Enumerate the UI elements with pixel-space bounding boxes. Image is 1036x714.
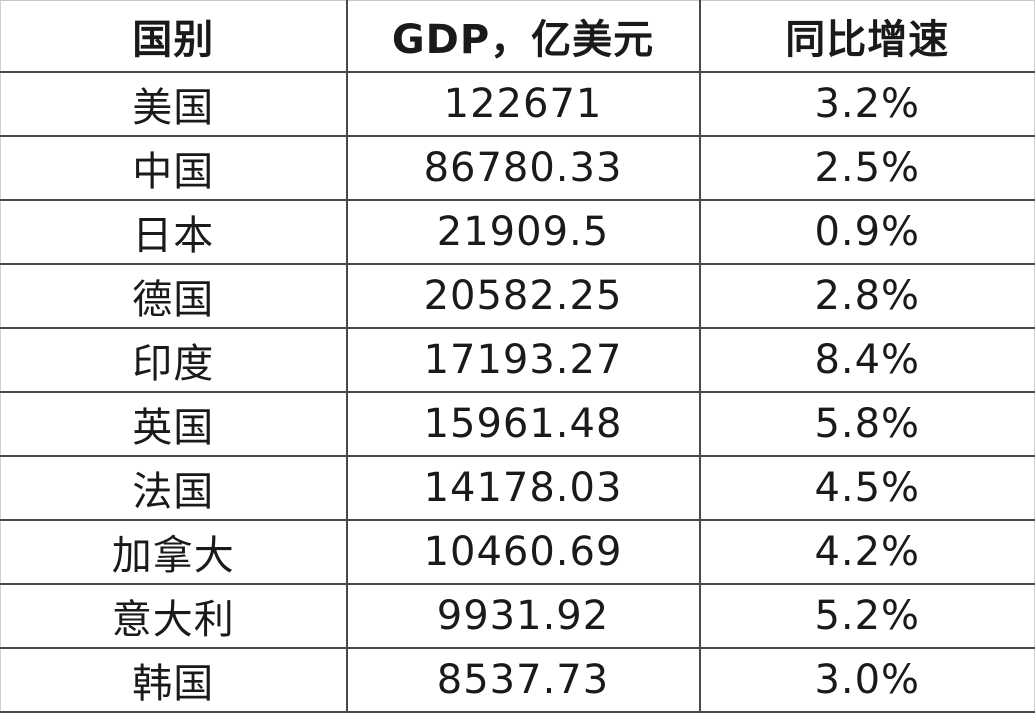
cell-growth: 4.5% [698,455,1035,521]
cell-gdp: 14178.03 [345,455,701,521]
cell-country: 法国 [0,455,348,521]
table-row: 中国 86780.33 2.5% [0,135,1035,201]
cell-gdp: 17193.27 [345,327,701,393]
cell-growth: 3.0% [698,647,1035,713]
header-row: 国别 GDP，亿美元 同比增速 [0,0,1035,73]
cell-gdp: 86780.33 [345,135,701,201]
header-growth: 同比增速 [698,0,1035,73]
cell-gdp: 8537.73 [345,647,701,713]
cell-country: 中国 [0,135,348,201]
table-row: 意大利 9931.92 5.2% [0,583,1035,649]
table-row: 德国 20582.25 2.8% [0,263,1035,329]
cell-country: 韩国 [0,647,348,713]
cell-country: 美国 [0,71,348,137]
table-row: 韩国 8537.73 3.0% [0,647,1035,713]
table-row: 法国 14178.03 4.5% [0,455,1035,521]
cell-gdp: 15961.48 [345,391,701,457]
header-gdp: GDP，亿美元 [345,0,701,73]
table-row: 美国 122671 3.2% [0,71,1035,137]
table-header: 国别 GDP，亿美元 同比增速 [0,0,1035,73]
cell-gdp: 122671 [345,71,701,137]
table-body: 美国 122671 3.2% 中国 86780.33 2.5% 日本 21909… [0,71,1035,713]
table-row: 英国 15961.48 5.8% [0,391,1035,457]
cell-growth: 8.4% [698,327,1035,393]
cell-growth: 4.2% [698,519,1035,585]
cell-growth: 3.2% [698,71,1035,137]
cell-gdp: 21909.5 [345,199,701,265]
table-row: 日本 21909.5 0.9% [0,199,1035,265]
table-row: 印度 17193.27 8.4% [0,327,1035,393]
cell-growth: 5.2% [698,583,1035,649]
cell-country: 德国 [0,263,348,329]
cell-gdp: 9931.92 [345,583,701,649]
cell-country: 英国 [0,391,348,457]
cell-growth: 5.8% [698,391,1035,457]
cell-growth: 2.8% [698,263,1035,329]
header-country: 国别 [0,0,348,73]
cell-growth: 2.5% [698,135,1035,201]
cell-gdp: 20582.25 [345,263,701,329]
cell-gdp: 10460.69 [345,519,701,585]
cell-country: 印度 [0,327,348,393]
table-row: 加拿大 10460.69 4.2% [0,519,1035,585]
cell-country: 加拿大 [0,519,348,585]
cell-growth: 0.9% [698,199,1035,265]
cell-country: 意大利 [0,583,348,649]
cell-country: 日本 [0,199,348,265]
